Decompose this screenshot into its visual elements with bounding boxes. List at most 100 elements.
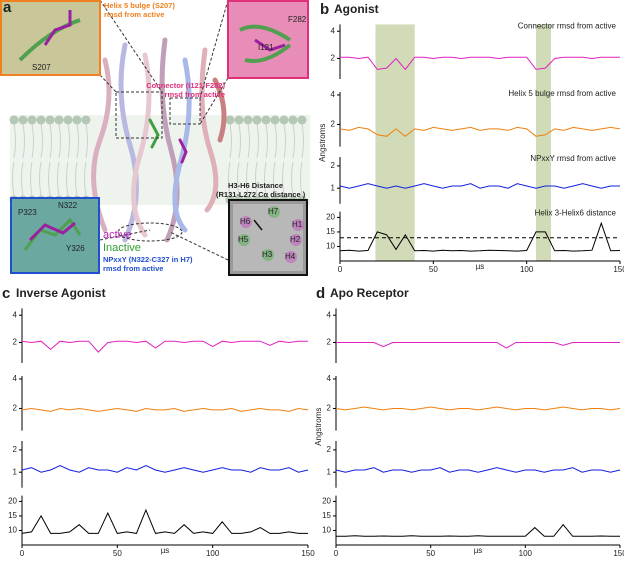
lipid-head — [261, 115, 271, 125]
residue: I121 — [258, 43, 274, 52]
series-line — [340, 56, 620, 71]
y-tick-label: 15 — [8, 511, 17, 520]
lipid-head — [63, 115, 73, 125]
lipid-tail — [291, 123, 295, 197]
helix-name: H2 — [290, 235, 301, 244]
residue: F282 — [288, 15, 307, 24]
connector-label: rmsd from active — [165, 90, 225, 99]
residue: P323 — [18, 208, 37, 217]
x-tick-label: 50 — [113, 549, 122, 558]
highlight — [375, 24, 415, 262]
lipid-tail — [66, 123, 70, 197]
series-line — [335, 467, 621, 473]
helix-name: H7 — [268, 207, 279, 216]
x-tick-label: 150 — [613, 265, 624, 274]
lipid-tail — [30, 123, 34, 197]
y-axis-label: Angstroms — [318, 124, 327, 162]
panel-letter: a — [3, 0, 12, 16]
y-tick-label: 4 — [327, 374, 332, 383]
helix5-label: Helix 5 bulge (S207) — [104, 1, 175, 10]
lipid-tail — [264, 123, 268, 197]
x-tick-label: 0 — [338, 265, 343, 274]
lipid-head — [288, 115, 298, 125]
helix-circle — [268, 206, 280, 218]
y-tick-label: 20 — [326, 213, 335, 222]
series-line — [336, 523, 620, 537]
highlight — [536, 24, 551, 262]
lipid-tail — [12, 123, 16, 197]
series-label: Helix 3-Helix6 distance — [535, 209, 617, 218]
lipid-tail — [246, 123, 250, 197]
y-tick-label: 2 — [327, 338, 332, 347]
legend-active: active — [103, 229, 132, 241]
y-tick-label: 2 — [13, 338, 18, 347]
leaders — [99, 0, 229, 261]
chart-title: Inverse Agonist — [16, 286, 106, 300]
y-tick-label: 2 — [327, 445, 332, 454]
series-line — [21, 340, 308, 353]
x-tick-label: 100 — [206, 549, 220, 558]
y-tick-label: 4 — [13, 310, 18, 319]
y-tick-label: 2 — [331, 54, 336, 63]
lipid-tail — [228, 123, 232, 197]
series-label: Helix 5 bulge rmsd from active — [508, 89, 616, 98]
y-tick-label: 15 — [322, 511, 331, 520]
lipid-tail — [300, 123, 304, 197]
y-axis-label: Angstroms — [314, 408, 323, 446]
series-line — [339, 183, 620, 189]
lipid-head — [9, 115, 19, 125]
x-axis-label: µs — [474, 546, 483, 555]
y-tick-label: 2 — [13, 445, 18, 454]
lipid-tail — [255, 123, 259, 197]
residue: N322 — [58, 201, 78, 210]
zoom-box — [169, 97, 201, 125]
y-tick-label: 1 — [331, 183, 336, 192]
series-line — [21, 464, 309, 473]
x-tick-label: 50 — [429, 265, 438, 274]
helix-name: H3 — [262, 250, 273, 259]
lipid-tail — [75, 123, 79, 197]
x-tick-label: 0 — [20, 549, 25, 558]
lipid-head — [297, 115, 307, 125]
lipid-head — [72, 115, 82, 125]
lipid-tail — [21, 123, 25, 197]
residue: S207 — [32, 63, 51, 72]
helix-labels: H6 H7 H1 H5 H2 H3 H4 — [238, 206, 304, 263]
chart-title: Agonist — [334, 2, 379, 16]
helix-circle — [240, 216, 252, 228]
lipid-head — [225, 115, 235, 125]
y-tick-label: 1 — [13, 467, 18, 476]
helix-name: H4 — [285, 252, 296, 261]
helix-circle — [290, 234, 302, 246]
lipid-head — [243, 115, 253, 125]
y-tick-label: 20 — [322, 497, 331, 506]
helix-name: H5 — [238, 235, 249, 244]
lipid-tail — [237, 123, 241, 197]
x-tick-label: 150 — [301, 549, 315, 558]
series-line — [21, 407, 309, 412]
inset-connector — [227, 0, 309, 79]
npxxy-label: NPxxY (N322-C327 in H7) — [103, 255, 193, 264]
y-tick-label: 1 — [327, 467, 332, 476]
y-tick-label: 2 — [327, 404, 332, 413]
lipid-tail — [39, 123, 43, 197]
panel-letter: c — [2, 285, 10, 302]
x-tick-label: 0 — [334, 549, 339, 558]
x-tick-label: 100 — [520, 265, 534, 274]
y-tick-label: 2 — [13, 404, 18, 413]
lipid-head — [234, 115, 244, 125]
panel-letter: b — [320, 1, 329, 18]
npxxy-label: rmsd from active — [103, 264, 163, 273]
lipid-head — [279, 115, 289, 125]
residue: Y326 — [66, 244, 85, 253]
y-tick-label: 4 — [331, 26, 336, 35]
arrow — [253, 219, 263, 231]
lipid-head — [81, 115, 91, 125]
x-axis-label: µs — [476, 262, 485, 271]
connector-label: Connector (I121-F282) — [146, 81, 225, 90]
legend-inactive: Inactive — [103, 242, 141, 254]
y-tick-label: 10 — [8, 526, 17, 535]
helix-circle — [262, 249, 274, 261]
helix-circle — [285, 251, 297, 263]
